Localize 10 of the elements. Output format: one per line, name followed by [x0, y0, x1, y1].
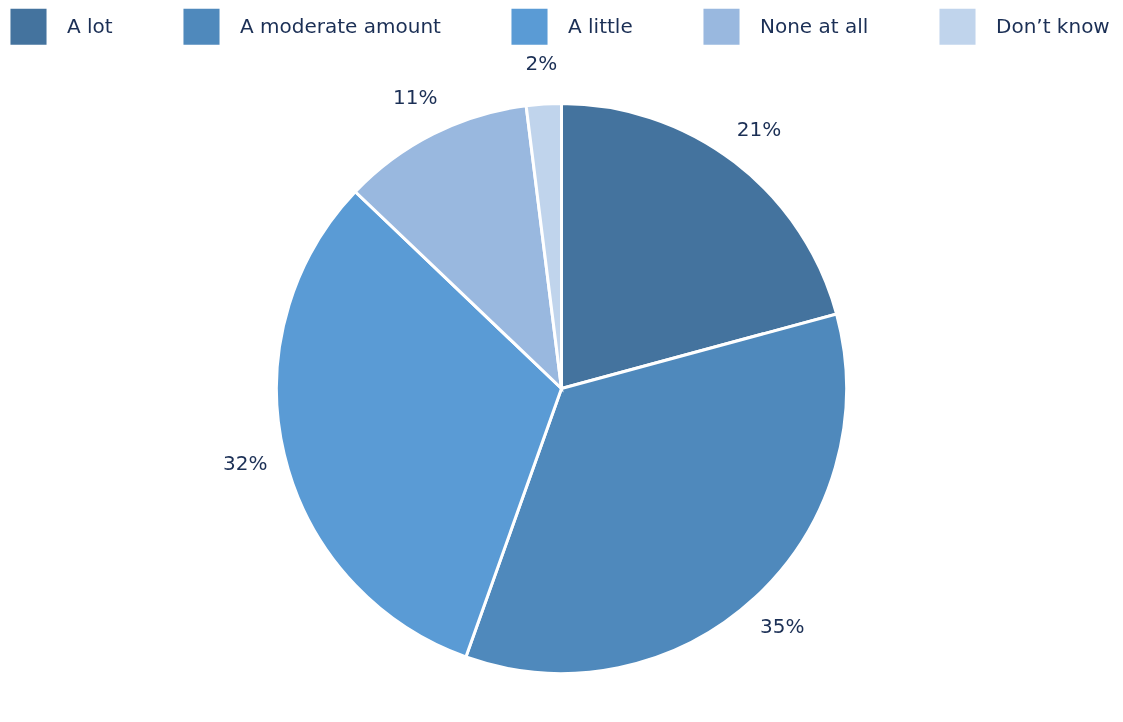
- data-label: 2%: [525, 51, 558, 76]
- legend-label: A little: [568, 13, 633, 38]
- legend-label: A lot: [67, 13, 113, 38]
- data-label: 32%: [223, 450, 268, 475]
- data-label: 35%: [759, 614, 805, 639]
- data-label: 21%: [736, 117, 782, 142]
- legend-label: A moderate amount: [240, 13, 442, 38]
- legend-label: None at all: [760, 13, 869, 38]
- data-label: 11%: [393, 85, 438, 110]
- legend-label: Don’t know: [996, 13, 1110, 38]
